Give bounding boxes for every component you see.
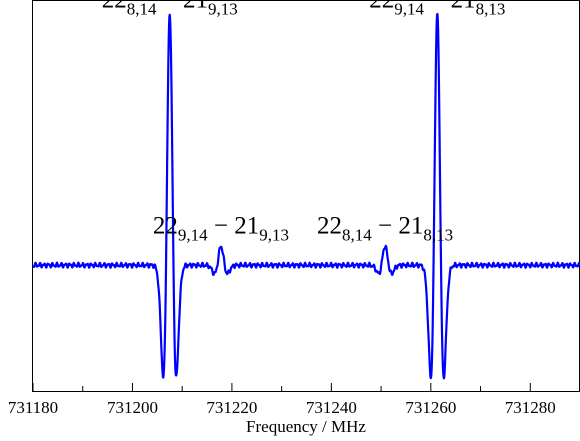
transition-label: 228,14 − 219,13 xyxy=(102,0,238,18)
x-axis-label: Frequency / MHz xyxy=(246,417,366,436)
transition-labels: 228,14 − 219,13 229,14 − 218,13 229,14 − 2… xyxy=(102,0,506,245)
transition-label: 229,14 − 219,13 xyxy=(153,213,289,245)
x-tick-label: 731260 xyxy=(405,398,456,417)
plot-frame xyxy=(32,0,580,392)
x-tick-label: 731280 xyxy=(505,398,556,417)
x-axis-ticks xyxy=(32,383,580,391)
x-tick-label: 731180 xyxy=(8,398,58,417)
x-tick-label: 731200 xyxy=(107,398,158,417)
transition-label: 228,14 − 218,13 xyxy=(317,213,453,245)
spectrum-line xyxy=(32,12,580,380)
x-tick-label: 731240 xyxy=(306,398,357,417)
x-tick-label: 731220 xyxy=(206,398,257,417)
x-axis-tick-labels: 731180 731200 731220 731240 731260 731280 xyxy=(8,398,556,417)
transition-label: 229,14 − 218,13 xyxy=(369,0,505,18)
